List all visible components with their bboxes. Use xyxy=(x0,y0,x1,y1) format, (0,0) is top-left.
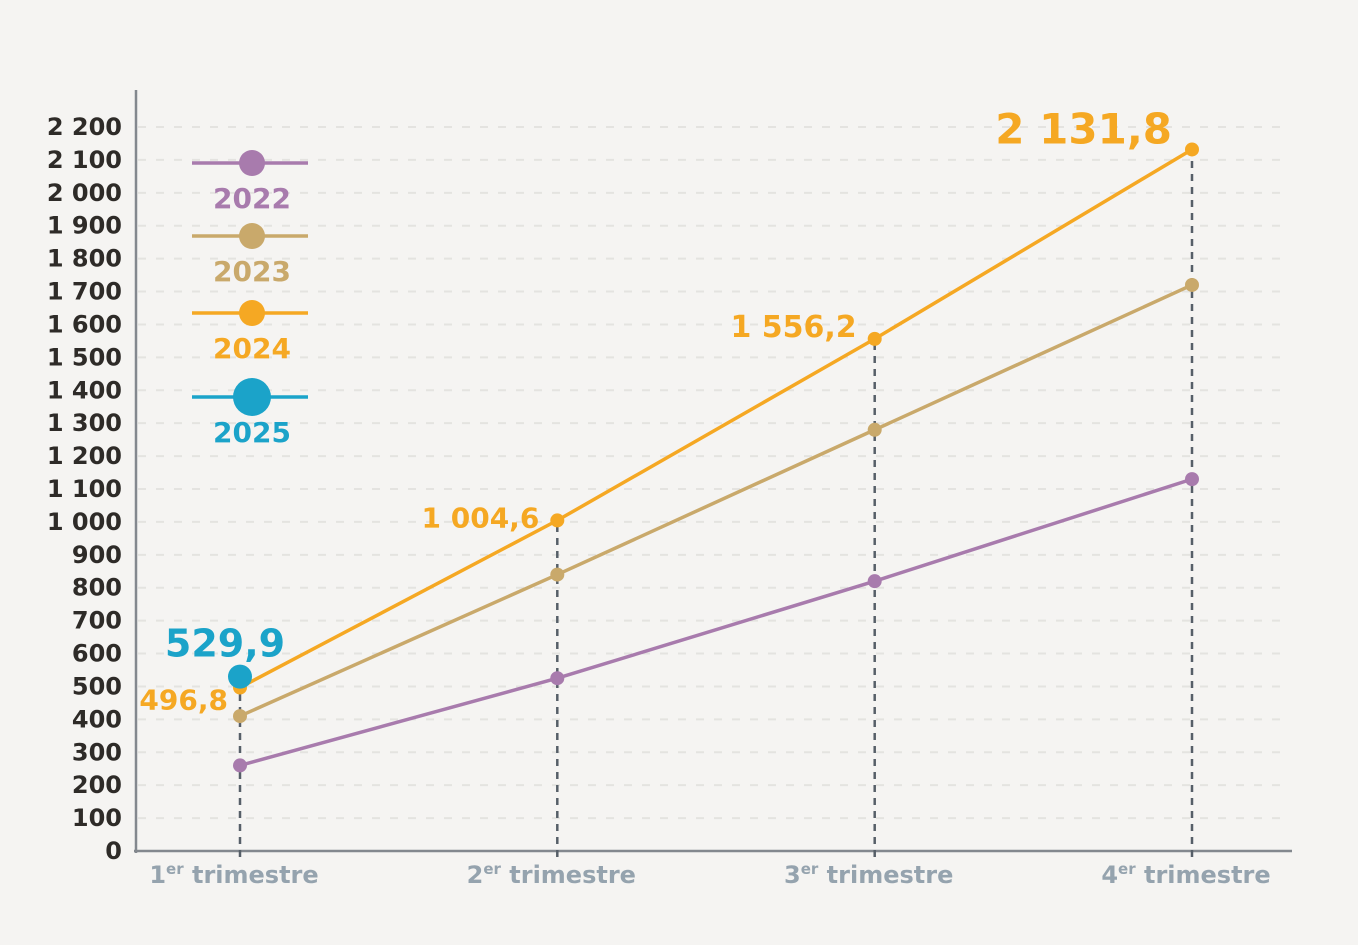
x-axis-label: 3er trimestre xyxy=(784,860,953,889)
data-label-2024-q1: 496,8 xyxy=(139,684,228,717)
legend-marker-2024 xyxy=(239,300,265,326)
y-tick-label: 1 400 xyxy=(47,376,122,404)
legend-label-2024: 2024 xyxy=(213,332,291,365)
y-tick-label: 1 100 xyxy=(47,475,122,503)
data-point-2023-q4 xyxy=(1185,277,1199,292)
legend-item-2022: 2022 xyxy=(192,150,308,215)
legend-marker-2022 xyxy=(239,150,265,176)
x-axis-label: 1er trimestre xyxy=(149,860,318,889)
legend-label-2025: 2025 xyxy=(213,416,291,449)
y-tick-label: 600 xyxy=(72,640,122,668)
y-tick-label: 2 000 xyxy=(47,179,122,207)
y-tick-label: 1 600 xyxy=(47,310,122,338)
y-tick-label: 0 xyxy=(105,837,122,865)
data-point-2024-q2 xyxy=(550,513,565,528)
data-point-2022-q1 xyxy=(233,758,247,773)
y-tick-label: 1 000 xyxy=(47,508,122,536)
point-labels: 496,8 1 004,6 1 556,2 2 131,8 529,9 xyxy=(139,104,1172,716)
x-axis-label: 4er trimestre xyxy=(1101,860,1270,889)
y-axis-labels: 0 100 200 300 400 500 600 700 800 900 1 000 1 100 1 … xyxy=(47,113,122,865)
y-tick-label: 300 xyxy=(72,738,122,766)
data-point-2022-q3 xyxy=(867,574,882,589)
legend-marker-2023 xyxy=(239,223,265,249)
series xyxy=(228,142,1199,773)
data-point-2023-q3 xyxy=(867,422,882,437)
legend-label-2022: 2022 xyxy=(213,182,291,215)
x-axis-label: 2er trimestre xyxy=(467,860,636,889)
y-tick-label: 900 xyxy=(72,541,122,569)
y-tick-label: 2 200 xyxy=(47,113,122,141)
legend-item-2024: 2024 xyxy=(192,300,308,365)
data-point-2023-q2 xyxy=(550,567,565,582)
y-tick-label: 1 700 xyxy=(47,278,122,306)
y-tick-label: 800 xyxy=(72,574,122,602)
series-line-2022 xyxy=(239,477,1193,768)
data-point-2025-q1 xyxy=(228,664,252,689)
series-line-2023 xyxy=(239,283,1193,718)
data-point-2022-q2 xyxy=(550,671,565,686)
series-line-2024 xyxy=(239,147,1193,690)
y-tick-label: 2 100 xyxy=(47,146,122,174)
y-tick-label: 1 500 xyxy=(47,343,122,371)
y-tick-label: 200 xyxy=(72,771,122,799)
y-tick-label: 700 xyxy=(72,607,122,635)
data-point-2023-q1 xyxy=(233,709,247,724)
data-label-2024-q3: 1 556,2 xyxy=(730,310,856,345)
data-label-2024-q2: 1 004,6 xyxy=(422,501,540,534)
y-tick-label: 1 900 xyxy=(47,212,122,240)
legend: 2022 2023 2024 2025 xyxy=(192,150,308,449)
y-tick-label: 1 300 xyxy=(47,409,122,437)
y-tick-label: 500 xyxy=(72,672,122,700)
legend-item-2025: 2025 xyxy=(192,378,308,449)
axes xyxy=(134,90,1292,853)
data-point-2024-q4 xyxy=(1185,142,1199,157)
y-tick-label: 400 xyxy=(72,705,122,733)
gridlines xyxy=(138,126,1288,820)
data-point-2024-q3 xyxy=(867,331,882,346)
data-point-2022-q4 xyxy=(1185,472,1199,487)
legend-item-2023: 2023 xyxy=(192,223,308,288)
legend-marker-2025 xyxy=(233,378,271,416)
y-tick-label: 100 xyxy=(72,804,122,832)
legend-label-2023: 2023 xyxy=(213,255,291,288)
data-label-2024-q4: 2 131,8 xyxy=(995,104,1172,153)
data-label-2025-q1: 529,9 xyxy=(165,622,285,666)
y-tick-label: 1 800 xyxy=(47,245,122,273)
y-tick-label: 1 200 xyxy=(47,442,122,470)
x-axis-labels: 1er trimestre 2er trimestre 3er trimestre 4… xyxy=(149,860,1270,889)
